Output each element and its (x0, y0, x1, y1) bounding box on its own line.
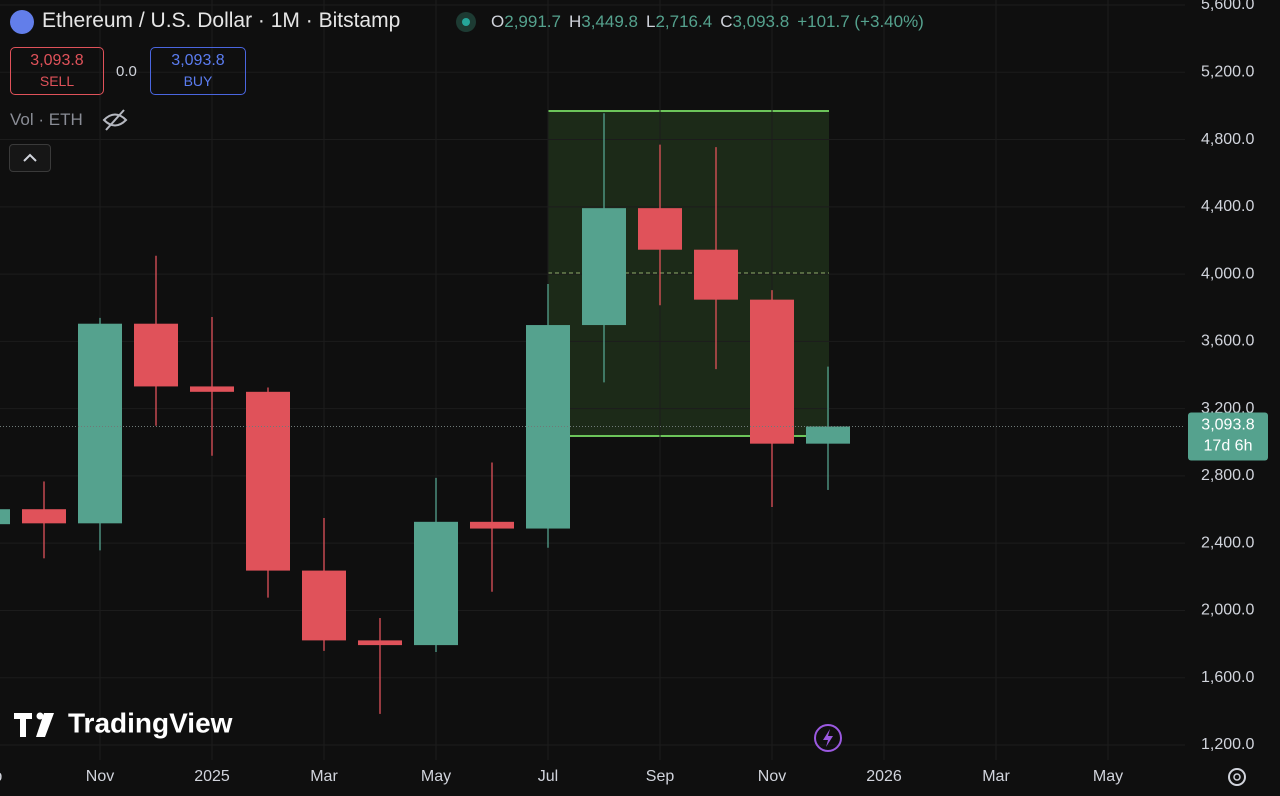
candle-body (638, 208, 682, 250)
assistant-bolt (823, 729, 833, 747)
ohlc-value: 2,991.7 (504, 12, 561, 31)
last-price-tag (1188, 412, 1268, 461)
ohlc-value: 2,716.4 (655, 12, 713, 31)
ohlc-key: C (720, 12, 733, 31)
buy-button[interactable]: 3,093.8 BUY (150, 47, 246, 95)
collapse-button[interactable] (9, 144, 51, 172)
x-tick-label: Nov (86, 768, 114, 785)
symbol-title[interactable]: Ethereum / U.S. Dollar · 1M · Bitstamp (42, 9, 401, 32)
market-status[interactable] (456, 12, 476, 32)
y-tick-label: 2,000.0 (1201, 602, 1254, 619)
y-tick-label: 2,800.0 (1201, 467, 1254, 484)
ohlc-key: H (568, 12, 582, 31)
x-tick-label: Mar (310, 768, 338, 785)
sell-label: SELL (39, 73, 75, 89)
y-tick-label: 2,400.0 (1201, 534, 1254, 551)
ohlc-legend: O2,991.7 H3,449.8 L2,716.4 C3,093.8 +101.7 (… (491, 12, 924, 32)
x-tick-label: Mar (982, 768, 1010, 785)
candle-body (134, 323, 178, 387)
x-tick-label: May (421, 768, 451, 785)
candle-body (470, 521, 514, 529)
x-tick-label: Nov (758, 768, 786, 785)
y-tick-label: 5,600.0 (1201, 0, 1254, 13)
candle-body (414, 521, 458, 646)
settings-icon[interactable] (1228, 768, 1246, 786)
assistant-icon[interactable] (814, 724, 842, 752)
candle-body (694, 249, 738, 300)
candle-body (246, 391, 290, 571)
x-tick-label: 2026 (866, 768, 902, 785)
y-tick-label: 5,200.0 (1201, 63, 1254, 80)
x-tick-label: Sep (0, 768, 2, 785)
candle-body (582, 208, 626, 326)
candle-body (0, 509, 10, 525)
y-tick-label: 4,000.0 (1201, 265, 1254, 282)
brand-name: TradingView (68, 707, 233, 738)
eye-slash (105, 109, 125, 131)
candle-body (526, 325, 570, 529)
candle-body (358, 640, 402, 646)
eth-icon (10, 10, 34, 34)
ohlc-key: L (645, 12, 656, 31)
volume-legend[interactable]: Vol · ETH (10, 110, 83, 129)
buy-price: 3,093.8 (171, 52, 225, 69)
candle-body (302, 570, 346, 641)
brand-logo (14, 712, 54, 737)
candle-body (750, 299, 794, 444)
spread: 0.0 (116, 63, 137, 80)
y-tick-label: 4,800.0 (1201, 131, 1254, 148)
ohlc-key: O (491, 12, 505, 31)
hide-icon[interactable] (102, 108, 128, 132)
countdown: 17d 6h (1204, 438, 1253, 455)
sell-button[interactable]: 3,093.8 SELL (10, 47, 104, 95)
x-tick-label: 2025 (194, 768, 230, 785)
y-tick-label: 1,600.0 (1201, 669, 1254, 686)
candle-body (806, 426, 850, 444)
settings-icon-core (1233, 773, 1241, 781)
x-tick-label: Sep (646, 768, 675, 785)
candle-body (190, 386, 234, 392)
x-tick-label: May (1093, 768, 1123, 785)
chevron (23, 153, 37, 162)
candle-body (78, 323, 122, 524)
buy-label: BUY (183, 73, 213, 89)
y-tick-label: 1,200.0 (1201, 736, 1254, 753)
ohlc-value: 3,449.8 (581, 12, 638, 31)
y-tick-label: 4,400.0 (1201, 198, 1254, 215)
candle-body (22, 509, 66, 524)
ohlc-value: 3,093.8 (732, 12, 790, 31)
change: +101.7 (+3.40%) (797, 12, 924, 31)
plot: 1,200.01,600.02,000.02,400.02,800.03,200… (0, 0, 1268, 785)
y-tick-label: 3,600.0 (1201, 333, 1254, 350)
x-tick-label: Jul (538, 768, 558, 785)
market-status-dot (462, 18, 470, 26)
sell-price: 3,093.8 (30, 52, 84, 69)
last-price-label: 3,093.8 (1201, 417, 1254, 434)
